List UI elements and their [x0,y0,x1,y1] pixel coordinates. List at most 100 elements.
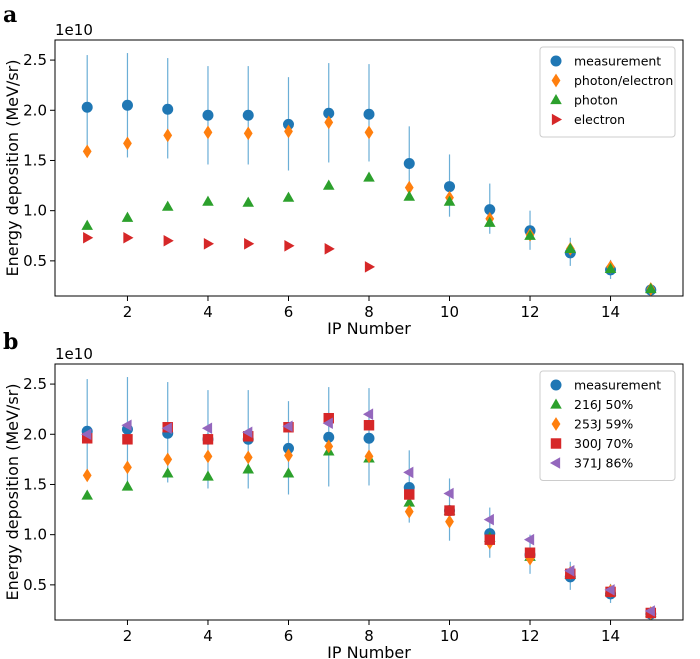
data-point [122,434,133,445]
data-point [202,470,214,481]
data-point [282,467,295,478]
data-point [202,434,214,445]
data-point [404,180,414,195]
data-point [163,235,174,247]
series-2 [81,171,657,294]
data-point [162,103,174,115]
data-point [203,449,213,464]
y-axis-label: Energy deposition (MeV/sr) [3,60,22,277]
data-point [364,125,374,140]
data-point [484,534,495,545]
data-point [524,229,536,240]
y-tick-label: 2.5 [23,51,47,69]
y-tick-label: 0.5 [23,252,47,270]
x-tick-label: 14 [601,303,620,321]
data-point [121,211,134,222]
data-point [81,428,92,441]
data-point [203,125,213,140]
series-3 [83,231,376,273]
data-point [282,118,294,130]
x-tick-label: 12 [520,627,539,645]
legend-label: 300J 70% [574,436,633,451]
data-point [82,468,92,483]
legend-box [539,370,676,481]
data-point [404,504,414,519]
data-point [242,196,255,207]
data-point [564,242,577,253]
data-point [202,109,214,121]
x-tick-label: 4 [203,303,213,321]
x-axis-label: IP Number [327,319,411,338]
data-point [403,466,414,479]
legend-marker [550,398,562,409]
x-tick-label: 6 [284,303,294,321]
data-point [81,219,93,230]
data-point [284,124,293,139]
data-point [364,449,374,464]
legend-marker [550,379,562,391]
data-point [484,204,496,216]
legend: measurement 216J 50% 253J 59% 300J 70% 371J … [539,370,676,481]
data-point [83,231,94,244]
data-point [444,181,456,193]
data-point [201,422,213,435]
data-point [284,448,293,463]
data-point [282,442,294,454]
legend-marker [551,113,563,126]
y-tick-label: 2.5 [23,375,47,393]
legend-label: 216J 50% [574,397,633,412]
x-tick-label: 10 [440,627,459,645]
data-point [604,584,615,596]
y-tick-label: 2.0 [23,101,47,119]
x-tick-label: 6 [284,627,294,645]
data-point [161,422,172,435]
data-point [322,417,333,430]
legend-marker [551,73,561,88]
data-point [604,262,617,274]
data-point [403,496,416,507]
x-tick-label: 2 [123,303,133,321]
data-point [242,109,254,121]
legend-label: photon/electron [574,73,673,88]
data-point [163,452,173,467]
data-point [324,115,334,130]
legend-label: measurement [574,54,661,69]
data-point [121,419,132,432]
x-tick-label: 8 [364,303,374,321]
data-point [121,480,134,491]
data-point [202,195,214,206]
data-point [244,238,255,250]
legend-marker [549,457,561,469]
legend-box [539,46,676,138]
data-point [123,136,132,151]
data-point [243,126,253,141]
data-point [121,99,133,111]
data-point [242,426,253,439]
data-point [203,238,215,250]
panel-a: a 1e10 2 4 6 8 10 12 14 0.5 1.0 1.5 2.0 2.5 IP Number E… [3,2,684,338]
legend-label: measurement [574,378,661,393]
data-point [284,240,295,252]
data-point [444,505,455,516]
panel-letter: a [3,2,17,28]
data-point [282,191,295,202]
data-point [323,107,335,119]
legend-label: photon [574,93,618,108]
data-point [483,216,496,227]
data-point [243,450,253,465]
x-tick-label: 8 [364,627,374,645]
x-tick-label: 12 [520,303,539,321]
data-point [161,467,174,478]
data-point [322,179,335,190]
y-axis-label: Energy deposition (MeV/sr) [3,384,22,601]
data-point [645,282,657,294]
data-point [282,420,293,433]
panel-b: b 1e10 2 4 6 8 10 12 14 0.5 1.0 1.5 2.0 2.5 IP Number E… [3,329,684,659]
legend-marker [551,417,561,431]
legend-label: electron [574,112,625,127]
data-point [123,460,132,475]
data-point [81,101,93,113]
data-point [364,261,376,273]
axis-exponent-label: 1e10 [55,21,93,39]
